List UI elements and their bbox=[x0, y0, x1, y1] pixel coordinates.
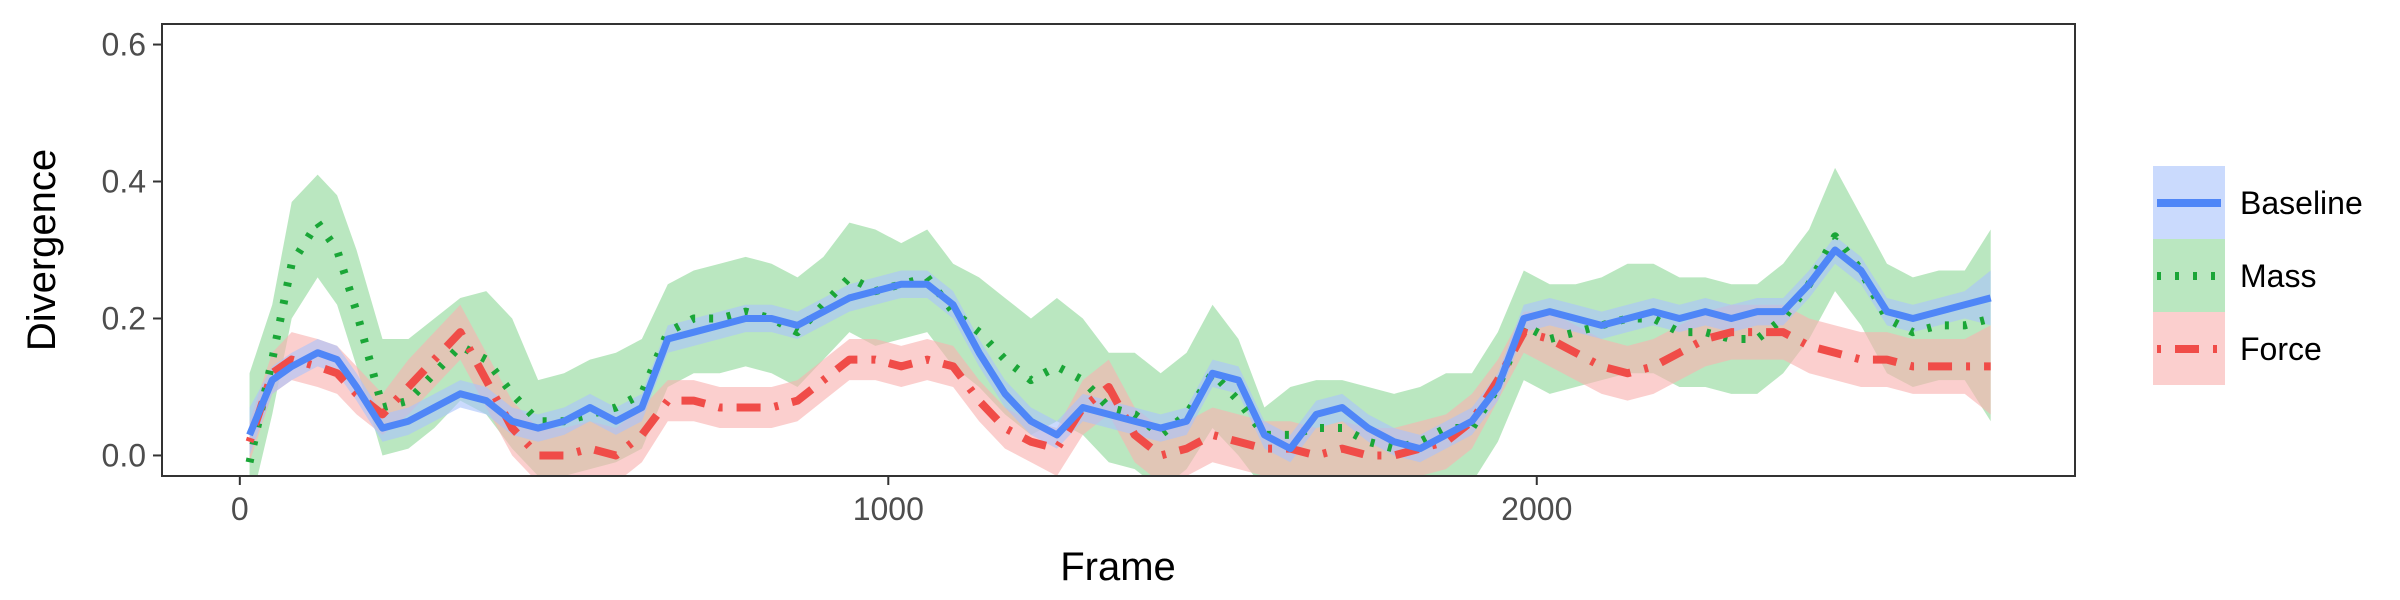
y-axis-title: Divergence bbox=[20, 149, 64, 351]
x-tick-label: 1000 bbox=[853, 491, 924, 527]
band-force bbox=[249, 304, 1991, 476]
line-baseline bbox=[246, 246, 1992, 453]
y-tick-label: 0.0 bbox=[102, 437, 146, 473]
x-axis-title: Frame bbox=[1060, 545, 1176, 589]
legend-label-force: Force bbox=[2240, 331, 2322, 367]
y-tick-label: 0.4 bbox=[102, 164, 146, 200]
legend: Baseline Mass Force bbox=[2153, 166, 2363, 385]
line-force bbox=[245, 328, 1991, 460]
y-tick-label: 0.2 bbox=[102, 300, 146, 336]
y-tick-label: 0.6 bbox=[102, 27, 146, 63]
y-axis: 0.0 0.2 0.4 0.6 bbox=[102, 27, 162, 473]
legend-label-baseline: Baseline bbox=[2240, 185, 2363, 221]
x-tick-label: 2000 bbox=[1501, 491, 1572, 527]
legend-item-mass: Mass bbox=[2153, 239, 2316, 312]
x-tick-label: 0 bbox=[231, 491, 249, 527]
legend-label-mass: Mass bbox=[2240, 258, 2316, 294]
plot-panel-border bbox=[161, 23, 2076, 477]
series-lines bbox=[245, 218, 1992, 464]
x-axis: 0 1000 2000 bbox=[231, 476, 1572, 527]
legend-item-baseline: Baseline bbox=[2153, 166, 2363, 239]
legend-item-force: Force bbox=[2153, 312, 2322, 385]
